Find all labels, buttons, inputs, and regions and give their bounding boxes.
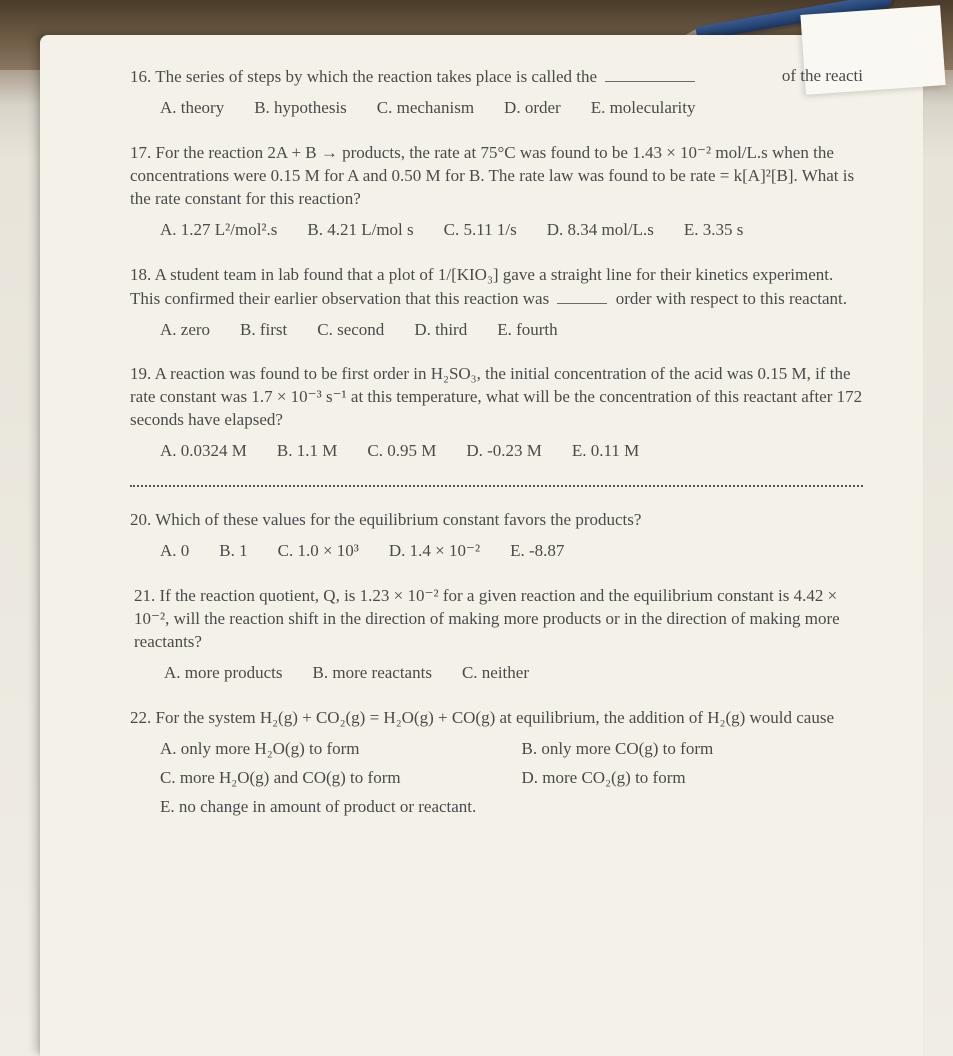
q18-num: 18. — [130, 265, 151, 284]
q17-opt-e: E. 3.35 s — [684, 219, 744, 242]
q19-text: A reaction was found to be first order i… — [130, 364, 862, 429]
q19-opt-b: B. 1.1 M — [277, 440, 337, 463]
q16-opt-e: E. molecularity — [591, 97, 696, 120]
q16-opt-c: C. mechanism — [377, 97, 474, 120]
q20-opt-a: A. 0 — [160, 540, 189, 563]
q21-text: If the reaction quotient, Q, is 1.23 × 1… — [134, 586, 840, 651]
q22-opt-a: A. only more H₂O(g) to form — [160, 738, 502, 761]
q18-opt-d: D. third — [414, 319, 467, 342]
q21-num: 21. — [134, 586, 155, 605]
q16-num: 16. — [130, 67, 151, 86]
q22-options: A. only more H₂O(g) to form B. only more… — [160, 738, 863, 821]
question-17: 17. For the reaction 2A + B → products, … — [130, 142, 863, 242]
q18-opt-e: E. fourth — [497, 319, 557, 342]
q20-options: A. 0 B. 1 C. 1.0 × 10³ D. 1.4 × 10⁻² E. … — [160, 540, 863, 563]
q16-text: The series of steps by which the reactio… — [155, 67, 597, 86]
q18-opt-c: C. second — [317, 319, 384, 342]
q16-options: A. theory B. hypothesis C. mechanism D. … — [160, 97, 863, 120]
q22-stem: 22. For the system H₂(g) + CO₂(g) = H₂O(… — [130, 707, 863, 730]
q20-stem: 20. Which of these values for the equili… — [130, 509, 863, 532]
question-18: 18. A student team in lab found that a p… — [130, 264, 863, 342]
q21-opt-b: B. more reactants — [313, 662, 432, 685]
q19-opt-a: A. 0.0324 M — [160, 440, 247, 463]
q22-opt-c: C. more H₂O(g) and CO(g) to form — [160, 767, 502, 790]
q20-opt-c: C. 1.0 × 10³ — [278, 540, 359, 563]
q20-opt-b: B. 1 — [219, 540, 247, 563]
exam-content: of the reacti 16. The series of steps by… — [130, 65, 863, 1036]
q16-opt-a: A. theory — [160, 97, 224, 120]
q17-stem: 17. For the reaction 2A + B → products, … — [130, 142, 863, 211]
q20-opt-e: E. -8.87 — [510, 540, 564, 563]
q17-opt-d: D. 8.34 mol/L.s — [547, 219, 654, 242]
q18-blank — [557, 287, 607, 304]
paper-page: of the reacti 16. The series of steps by… — [40, 35, 923, 1056]
q16-opt-d: D. order — [504, 97, 561, 120]
q17-opt-a: A. 1.27 L²/mol².s — [160, 219, 277, 242]
question-20: 20. Which of these values for the equili… — [130, 509, 863, 563]
q19-num: 19. — [130, 364, 151, 383]
q16-opt-b: B. hypothesis — [254, 97, 347, 120]
q21-stem: 21. If the reaction quotient, Q, is 1.23… — [134, 585, 863, 654]
q19-opt-d: D. -0.23 M — [466, 440, 542, 463]
question-16: of the reacti 16. The series of steps by… — [130, 65, 863, 120]
question-22: 22. For the system H₂(g) + CO₂(g) = H₂O(… — [130, 707, 863, 821]
section-divider — [130, 485, 863, 487]
q21-opt-a: A. more products — [164, 662, 283, 685]
q17-text: For the reaction 2A + B → products, the … — [130, 143, 854, 208]
q16-stem: of the reacti 16. The series of steps by… — [130, 65, 863, 89]
q17-opt-c: C. 5.11 1/s — [444, 219, 517, 242]
q22-num: 22. — [130, 708, 151, 727]
q20-num: 20. — [130, 510, 151, 529]
q16-tail: of the reacti — [782, 65, 863, 88]
q22-opt-d: D. more CO₂(g) to form — [522, 767, 864, 790]
q22-opt-e: E. no change in amount of product or rea… — [160, 796, 863, 819]
q17-opt-b: B. 4.21 L/mol s — [307, 219, 413, 242]
q22-text: For the system H₂(g) + CO₂(g) = H₂O(g) +… — [156, 708, 835, 727]
q20-text: Which of these values for the equilibriu… — [155, 510, 641, 529]
q20-opt-d: D. 1.4 × 10⁻² — [389, 540, 480, 563]
q18-text-post: order with respect to this reactant. — [616, 289, 847, 308]
q22-opt-b: B. only more CO(g) to form — [522, 738, 864, 761]
q19-stem: 19. A reaction was found to be first ord… — [130, 363, 863, 432]
q18-opt-b: B. first — [240, 319, 287, 342]
q18-opt-a: A. zero — [160, 319, 210, 342]
q21-opt-c: C. neither — [462, 662, 529, 685]
question-21: 21. If the reaction quotient, Q, is 1.23… — [134, 585, 863, 685]
q18-stem: 18. A student team in lab found that a p… — [130, 264, 863, 311]
q19-opt-c: C. 0.95 M — [367, 440, 436, 463]
question-19: 19. A reaction was found to be first ord… — [130, 363, 863, 463]
q19-opt-e: E. 0.11 M — [572, 440, 639, 463]
q16-blank — [605, 65, 695, 82]
q17-options: A. 1.27 L²/mol².s B. 4.21 L/mol s C. 5.1… — [160, 219, 863, 242]
q19-options: A. 0.0324 M B. 1.1 M C. 0.95 M D. -0.23 … — [160, 440, 863, 463]
q21-options: A. more products B. more reactants C. ne… — [164, 662, 863, 685]
q17-num: 17. — [130, 143, 151, 162]
q18-options: A. zero B. first C. second D. third E. f… — [160, 319, 863, 342]
